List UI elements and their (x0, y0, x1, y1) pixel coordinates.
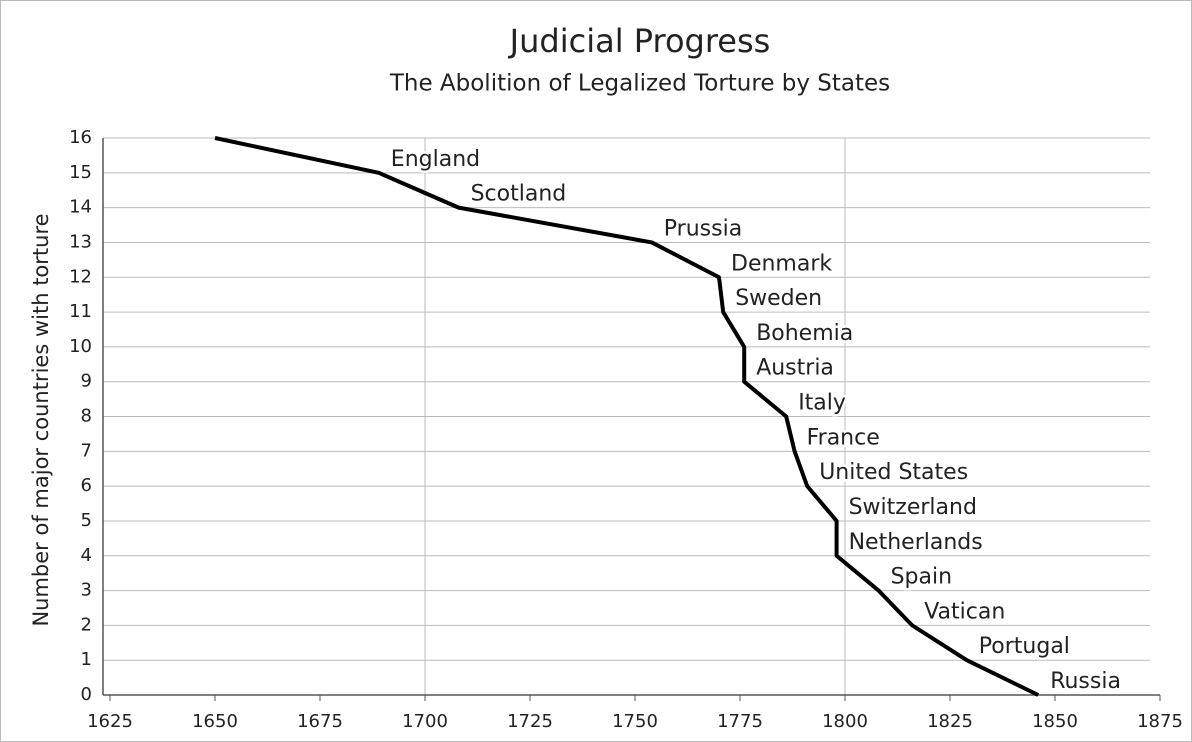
y-tick-label: 12 (69, 266, 92, 287)
y-tick-label: 2 (81, 614, 92, 635)
y-tick-label: 11 (69, 301, 92, 322)
x-tick-label: 1650 (192, 711, 238, 732)
data-line (214, 136, 1040, 697)
x-tick-label: 1675 (297, 711, 343, 732)
y-tick-label: 3 (81, 580, 92, 601)
point-label: Portugal (979, 634, 1070, 659)
x-tick-label: 1700 (402, 711, 448, 732)
point-label: France (807, 425, 880, 450)
point-label: Bohemia (756, 321, 853, 346)
y-tick-label: 5 (81, 510, 92, 531)
y-axis-label: Number of major countries with torture (29, 213, 53, 626)
y-tick-label: 7 (81, 440, 92, 461)
point-label: Switzerland (849, 495, 977, 520)
chart-title: Judicial Progress (508, 22, 771, 60)
y-tick-label: 15 (69, 162, 92, 183)
point-label: Russia (1050, 669, 1121, 694)
point-label: Spain (891, 565, 952, 590)
y-tick-label: 16 (69, 127, 92, 148)
point-label: Austria (756, 356, 834, 381)
point-label: Italy (798, 391, 846, 416)
y-tick-label: 0 (81, 684, 92, 705)
point-label: Denmark (731, 251, 832, 276)
y-tick-label: 9 (81, 371, 92, 392)
x-tick-label: 1875 (1137, 711, 1183, 732)
y-tick-label: 8 (81, 406, 92, 427)
x-tick-label: 1625 (87, 711, 133, 732)
y-tick-label: 1 (81, 649, 92, 670)
x-tick-label: 1725 (507, 711, 553, 732)
y-tick-label: 6 (81, 475, 92, 496)
point-label: Netherlands (849, 530, 983, 555)
point-label: United States (819, 460, 968, 485)
point-label: Sweden (735, 286, 822, 311)
y-tick-label: 14 (69, 197, 92, 218)
point-label: Scotland (471, 182, 567, 207)
point-label: England (391, 147, 480, 172)
x-tick-label: 1825 (927, 711, 973, 732)
chart-subtitle: The Abolition of Legalized Torture by St… (389, 71, 890, 97)
x-tick-label: 1750 (612, 711, 658, 732)
y-tick-label: 13 (69, 231, 92, 252)
point-label: Vatican (924, 599, 1005, 624)
point-label: Prussia (664, 216, 742, 241)
y-tick-label: 4 (81, 545, 92, 566)
x-tick-label: 1850 (1032, 711, 1078, 732)
x-tick-label: 1775 (717, 711, 763, 732)
y-tick-label: 10 (69, 336, 92, 357)
x-tick-label: 1800 (822, 711, 868, 732)
